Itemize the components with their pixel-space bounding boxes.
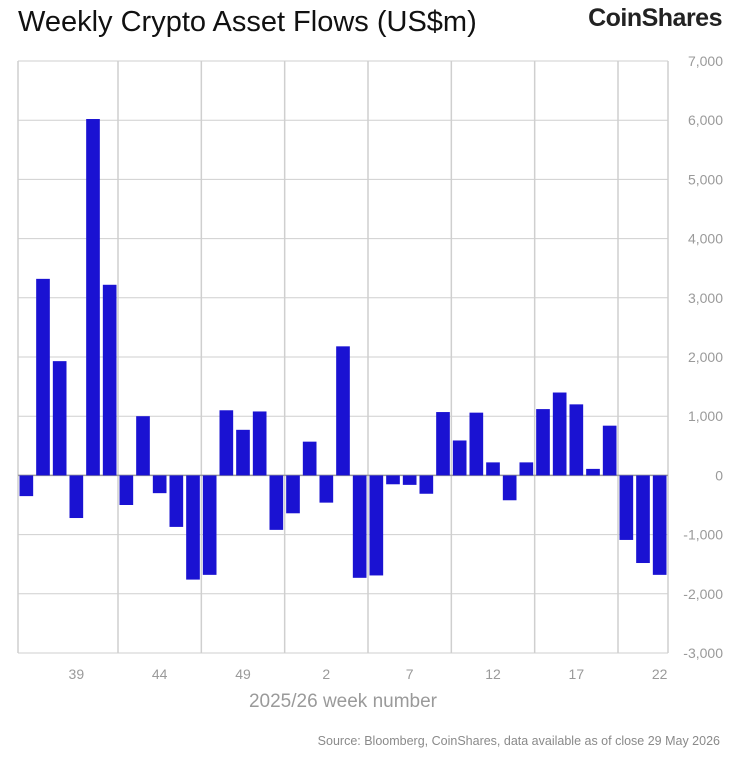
y-axis-ticks: 7,000 6,000 5,000 4,000 3,000 2,000 1,000 0 -1,0… <box>683 53 723 661</box>
x-axis-label: 2025/26 week number <box>249 691 438 712</box>
y-tick-label: 2,000 <box>688 349 723 365</box>
bar-week-47 <box>202 475 217 575</box>
bar-week-11 <box>469 412 484 476</box>
bar-week-18 <box>586 468 600 476</box>
bar-week-44 <box>152 475 167 494</box>
x-tick-label: 49 <box>235 666 251 682</box>
bar-week-21 <box>636 475 650 564</box>
y-tick-label: 1,000 <box>688 408 723 424</box>
x-tick-label: 22 <box>652 666 668 682</box>
bar-week-5 <box>369 475 384 576</box>
y-tick-label: -1,000 <box>683 527 723 543</box>
bar-week-22 <box>652 475 667 575</box>
bar-week-12 <box>486 462 500 476</box>
y-tick-label: 5,000 <box>688 171 723 187</box>
x-axis-ticks: 39 44 49 2 7 12 17 22 <box>69 666 668 682</box>
bar-week-3 <box>336 346 350 476</box>
bar-week-10 <box>452 440 467 476</box>
y-tick-label: -3,000 <box>683 645 723 661</box>
bar-week-15 <box>536 409 550 476</box>
bar-week-48 <box>219 410 234 476</box>
y-tick-label: 4,000 <box>688 231 723 247</box>
bar-week-19 <box>602 425 617 476</box>
bar-week-39 <box>69 475 84 519</box>
bar-week-38 <box>52 361 67 476</box>
bar-week-52 <box>286 475 300 514</box>
x-tick-label: 44 <box>152 666 168 682</box>
bar-week-9 <box>436 412 450 476</box>
brand-logo: CoinShares <box>588 4 722 32</box>
chart-title: Weekly Crypto Asset Flows (US$m) <box>18 6 477 38</box>
bar-week-16 <box>552 392 567 476</box>
bars <box>19 119 667 580</box>
y-tick-label: 3,000 <box>688 290 723 306</box>
bar-week-14 <box>519 462 534 476</box>
source-note: Source: Bloomberg, CoinShares, data avai… <box>317 734 720 748</box>
bar-week-46 <box>186 475 200 580</box>
bar-week-37 <box>36 278 50 476</box>
x-tick-label: 2 <box>322 666 330 682</box>
y-tick-label: 7,000 <box>688 53 723 69</box>
y-tick-label: -2,000 <box>683 586 723 602</box>
bar-week-7 <box>402 475 417 485</box>
x-tick-label: 12 <box>485 666 501 682</box>
bar-week-51 <box>269 475 284 530</box>
bar-week-36 <box>19 475 34 497</box>
bar-week-43 <box>136 416 150 476</box>
x-tick-label: 17 <box>569 666 585 682</box>
bar-week-17 <box>569 404 584 476</box>
bar-week-6 <box>386 475 400 485</box>
bar-week-13 <box>502 475 517 501</box>
bar-week-8 <box>419 475 434 494</box>
bar-week-41 <box>102 284 117 476</box>
bar-week-40 <box>86 119 100 476</box>
bar-week-45 <box>169 475 184 527</box>
bar-week-20 <box>619 475 634 540</box>
bar-week-2 <box>319 475 334 503</box>
bar-week-42 <box>119 475 134 505</box>
y-tick-label: 0 <box>715 467 723 483</box>
bar-week-4 <box>352 475 367 578</box>
x-tick-label: 7 <box>406 666 414 682</box>
x-tick-label: 39 <box>69 666 85 682</box>
bar-week-50 <box>252 411 267 476</box>
bar-week-1 <box>302 441 317 476</box>
bar-week-49 <box>236 429 250 476</box>
y-tick-label: 6,000 <box>688 112 723 128</box>
